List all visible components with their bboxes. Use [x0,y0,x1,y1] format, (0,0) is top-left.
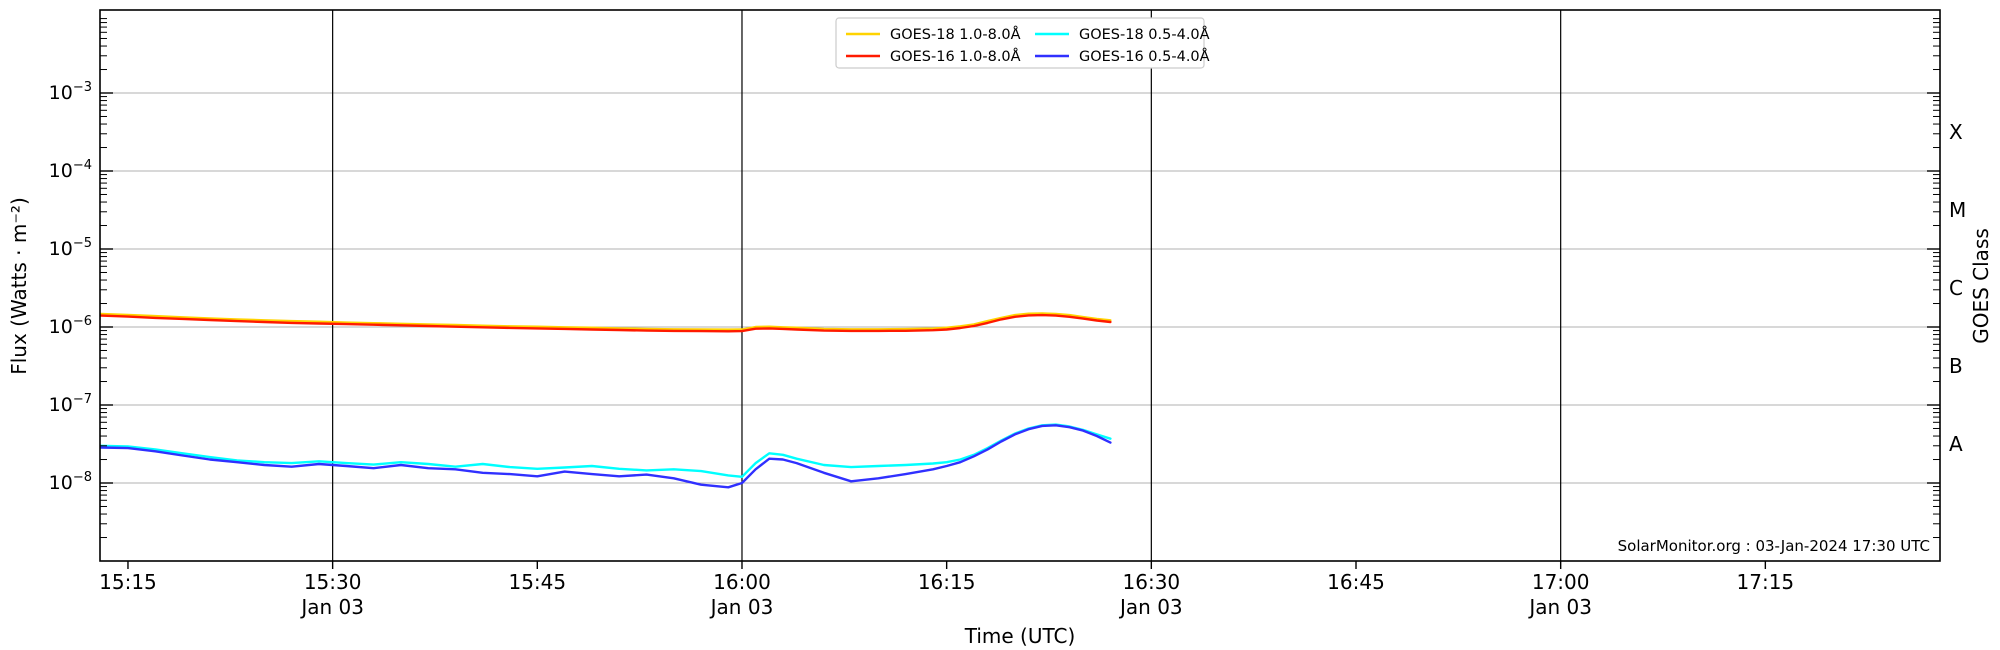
goes-class-label-a: A [1949,432,1963,456]
x-tick-label: 16:45 [1327,570,1385,594]
x-tick-date-label: Jan 03 [1118,595,1183,619]
watermark-text: SolarMonitor.org : 03-Jan-2024 17:30 UTC [1618,537,1930,555]
y-axis-right-label: GOES Class [1969,228,1993,344]
goes-class-label-b: B [1949,354,1963,378]
series-line-goes-18-0.5-4.0- [99,423,1112,478]
y-tick-label: 10−3 [49,80,92,104]
y-tick-label: 10−6 [49,314,92,338]
x-tick-date-label: Jan 03 [709,595,774,619]
goes-class-label-m: M [1949,198,1966,222]
x-axis-label: Time (UTC) [964,624,1076,648]
series-line-goes-18-1.0-8.0- [99,312,1112,331]
series-line-goes-16-1.0-8.0- [99,313,1112,333]
y-axis-label: Flux (Watts · m⁻²) [7,197,31,375]
goes-class-label-x: X [1949,120,1963,144]
axes-frame-and-ticks [99,9,1941,569]
x-tick-date-label: Jan 03 [299,595,364,619]
y-tick-label: 10−8 [49,470,92,494]
y-tick-label: 10−7 [49,392,92,416]
x-tick-label: 16:15 [918,570,976,594]
y-tick-label: 10−4 [49,158,92,182]
gridlines [100,10,1940,561]
legend-entry-label: GOES-16 0.5-4.0Å [1079,48,1210,65]
x-tick-date-label: Jan 03 [1527,595,1592,619]
plot-frame [99,9,1941,562]
legend-entry-label: GOES-18 1.0-8.0Å [890,26,1021,43]
y-tick-label: 10−5 [49,236,92,260]
x-tick-label: 15:45 [508,570,566,594]
legend-entry-label: GOES-16 1.0-8.0Å [890,48,1021,65]
legend-box [835,17,1205,69]
legend-entry-label: GOES-18 0.5-4.0Å [1079,26,1210,43]
x-tick-label: 15:30 [304,570,362,594]
x-tick-label: 16:00 [713,570,771,594]
series-line-goes-16-0.5-4.0- [99,424,1112,489]
goes-class-label-c: C [1949,276,1963,300]
legend: GOES-18 1.0-8.0Å GOES-16 1.0-8.0Å GOES-18 … [835,17,1210,69]
flux-series-lines [99,312,1112,489]
x-tick-label: 15:15 [99,570,157,594]
x-tick-label: 16:30 [1123,570,1181,594]
x-tick-label: 17:15 [1737,570,1795,594]
x-tick-label: 17:00 [1532,570,1590,594]
